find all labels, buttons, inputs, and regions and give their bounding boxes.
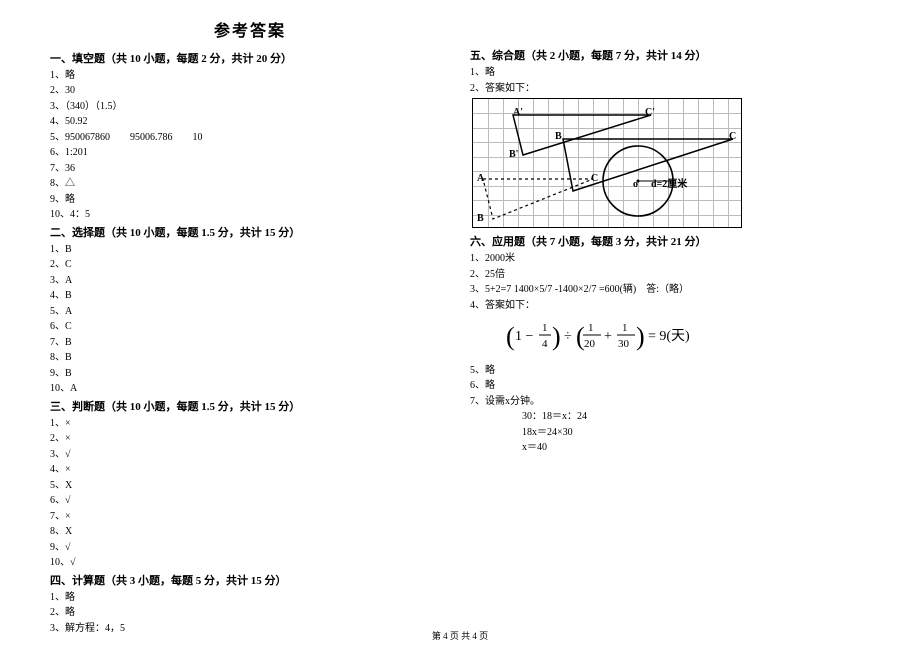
svg-text:1: 1 xyxy=(622,322,628,334)
s3-a4: 4、× xyxy=(50,462,450,478)
formula-result: = 9(天) xyxy=(648,329,690,344)
s1-a6: 6、1:201 xyxy=(50,145,450,161)
s3-a3: 3、√ xyxy=(50,447,450,463)
s1-a2: 2、30 xyxy=(50,83,450,99)
s6-a2: 2、25倍 xyxy=(470,267,870,283)
s5-a2: 2、答案如下： xyxy=(470,81,870,97)
s6-a1: 1、2000米 xyxy=(470,251,870,267)
left-column: 参考答案 一、填空题（共 10 小题，每题 2 分，共计 20 分） 1、略 2… xyxy=(50,20,450,620)
svg-text:30: 30 xyxy=(618,338,630,350)
s1-a5: 5、950067860 95006.786 10 xyxy=(50,130,450,146)
s6-a3: 3、5+2=7 1400×5/7 -1400×2/7 =600(辆) 答:（略） xyxy=(470,282,870,298)
s2-a3: 3、A xyxy=(50,273,450,289)
s3-a10: 10、√ xyxy=(50,555,450,571)
s6-a7: 7、设需x分钟。 xyxy=(470,394,870,410)
geometry-diagram: A'C'B'BCABCod=2厘米 xyxy=(472,98,742,228)
s2-a1: 1、B xyxy=(50,242,450,258)
s2-a4: 4、B xyxy=(50,288,450,304)
svg-text:(: ( xyxy=(506,322,515,351)
s6-a7-line2: 18x＝24×30 xyxy=(470,425,870,441)
section-5-head: 五、综合题（共 2 小题，每题 7 分，共计 14 分） xyxy=(470,48,870,65)
section-3-head: 三、判断题（共 10 小题，每题 1.5 分，共计 15 分） xyxy=(50,399,450,416)
page-footer: 第 4 页 共 4 页 xyxy=(0,629,920,642)
s1-a1: 1、略 xyxy=(50,68,450,84)
formula-svg: ( 1 − 1 4 ) ÷ ( 1 20 + 1 30 xyxy=(506,317,706,355)
s3-a5: 5、X xyxy=(50,478,450,494)
s1-a3: 3、（340）（1.5） xyxy=(50,99,450,115)
svg-text:): ) xyxy=(636,322,645,351)
s6-a6: 6、略 xyxy=(470,378,870,394)
s5-a1: 1、略 xyxy=(470,65,870,81)
page-container: 参考答案 一、填空题（共 10 小题，每题 2 分，共计 20 分） 1、略 2… xyxy=(0,0,920,650)
s1-a9: 9、略 xyxy=(50,192,450,208)
section-4-head: 四、计算题（共 3 小题，每题 5 分，共计 15 分） xyxy=(50,573,450,590)
formula-container: ( 1 − 1 4 ) ÷ ( 1 20 + 1 30 xyxy=(470,313,870,363)
s2-a10: 10、A xyxy=(50,381,450,397)
s3-a7: 7、× xyxy=(50,509,450,525)
s2-a2: 2、C xyxy=(50,257,450,273)
s3-a8: 8、X xyxy=(50,524,450,540)
svg-text:20: 20 xyxy=(584,338,596,350)
s3-a9: 9、√ xyxy=(50,540,450,556)
s6-a7-line1: 30：18＝x：24 xyxy=(470,409,870,425)
page-title: 参考答案 xyxy=(50,20,450,45)
s2-a7: 7、B xyxy=(50,335,450,351)
section-1-head: 一、填空题（共 10 小题，每题 2 分，共计 20 分） xyxy=(50,51,450,68)
s3-a6: 6、√ xyxy=(50,493,450,509)
s2-a8: 8、B xyxy=(50,350,450,366)
s6-a5: 5、略 xyxy=(470,363,870,379)
svg-text:1 −: 1 − xyxy=(515,329,534,344)
svg-text:1: 1 xyxy=(588,322,594,334)
section-2-head: 二、选择题（共 10 小题，每题 1.5 分，共计 15 分） xyxy=(50,225,450,242)
s2-a9: 9、B xyxy=(50,366,450,382)
svg-text:4: 4 xyxy=(542,338,548,350)
s3-a1: 1、× xyxy=(50,416,450,432)
s1-a10: 10、4：5 xyxy=(50,207,450,223)
s4-a2: 2、略 xyxy=(50,605,450,621)
s3-a2: 2、× xyxy=(50,431,450,447)
s1-a8: 8、△ xyxy=(50,176,450,192)
right-column: 五、综合题（共 2 小题，每题 7 分，共计 14 分） 1、略 2、答案如下：… xyxy=(470,20,870,620)
s2-a5: 5、A xyxy=(50,304,450,320)
s6-a4: 4、答案如下： xyxy=(470,298,870,314)
svg-text:1: 1 xyxy=(542,322,548,334)
s1-a4: 4、50.92 xyxy=(50,114,450,130)
s2-a6: 6、C xyxy=(50,319,450,335)
s6-a7-line3: x＝40 xyxy=(470,440,870,456)
s4-a1: 1、略 xyxy=(50,590,450,606)
s1-a7: 7、36 xyxy=(50,161,450,177)
svg-text:+: + xyxy=(604,329,612,344)
svg-text:): ) xyxy=(552,322,561,351)
svg-text:÷: ÷ xyxy=(564,329,572,344)
section-6-head: 六、应用题（共 7 小题，每题 3 分，共计 21 分） xyxy=(470,234,870,251)
